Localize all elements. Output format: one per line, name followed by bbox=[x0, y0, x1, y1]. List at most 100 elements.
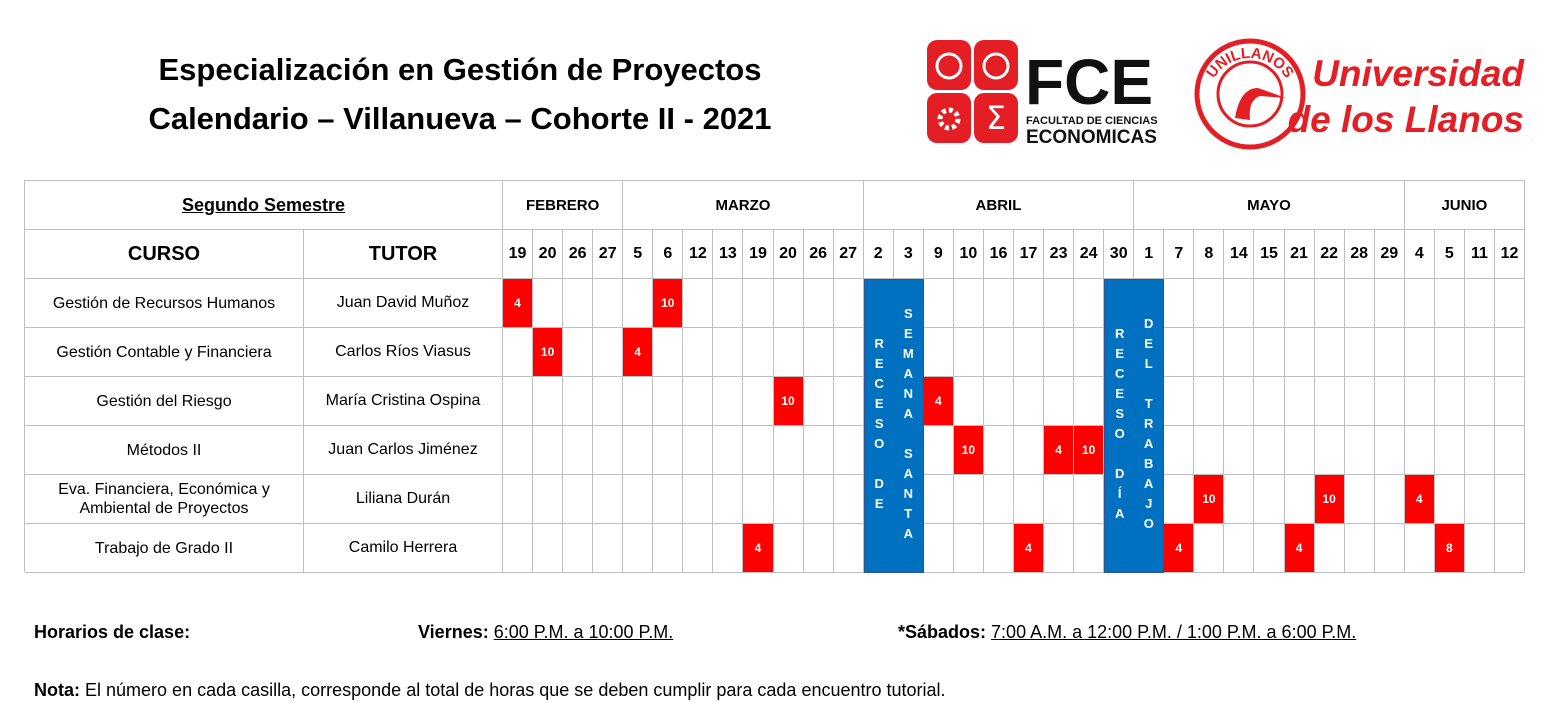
logo-bird bbox=[1235, 88, 1286, 120]
session-cell: 10 bbox=[1074, 426, 1105, 475]
empty-cell bbox=[623, 524, 654, 573]
empty-cell bbox=[1044, 279, 1075, 328]
empty-cell bbox=[1434, 328, 1465, 377]
empty-cell bbox=[1314, 524, 1345, 573]
course-name: Gestión del Riesgo bbox=[25, 377, 304, 426]
empty-cell bbox=[1284, 377, 1315, 426]
empty-cell bbox=[1194, 328, 1225, 377]
empty-cell bbox=[923, 328, 954, 377]
empty-cell bbox=[1044, 377, 1075, 426]
column-header: CURSO bbox=[25, 230, 304, 279]
empty-cell bbox=[1194, 279, 1225, 328]
day-header: 24 bbox=[1074, 230, 1105, 279]
day-header: 28 bbox=[1344, 230, 1375, 279]
empty-cell bbox=[953, 279, 984, 328]
empty-cell bbox=[1044, 475, 1075, 524]
empty-cell bbox=[1194, 377, 1225, 426]
empty-cell bbox=[1224, 328, 1255, 377]
month-header: MARZO bbox=[623, 181, 864, 230]
empty-cell bbox=[1374, 426, 1405, 475]
empty-cell bbox=[1344, 524, 1375, 573]
empty-cell bbox=[983, 377, 1014, 426]
session-cell: 10 bbox=[533, 328, 564, 377]
empty-cell bbox=[1494, 377, 1525, 426]
saturday-label: *Sábados: bbox=[898, 622, 987, 642]
empty-cell bbox=[1344, 328, 1375, 377]
empty-cell bbox=[1014, 475, 1045, 524]
day-header: 20 bbox=[773, 230, 804, 279]
logo-block bbox=[927, 93, 971, 143]
empty-cell bbox=[593, 279, 624, 328]
logo-icon bbox=[937, 107, 961, 131]
title-line: Calendario – Villanueva – Cohorte II - 2… bbox=[148, 101, 772, 136]
empty-cell bbox=[1074, 328, 1105, 377]
month-header: ABRIL bbox=[863, 181, 1135, 230]
empty-cell bbox=[563, 279, 594, 328]
empty-cell bbox=[1404, 426, 1435, 475]
empty-cell bbox=[1434, 426, 1465, 475]
empty-cell bbox=[1494, 426, 1525, 475]
day-header: 2 bbox=[863, 230, 894, 279]
empty-cell bbox=[713, 475, 744, 524]
empty-cell bbox=[1374, 328, 1405, 377]
empty-cell bbox=[983, 279, 1014, 328]
empty-cell bbox=[833, 524, 864, 573]
empty-cell bbox=[563, 524, 594, 573]
empty-cell bbox=[1224, 279, 1255, 328]
empty-cell bbox=[743, 377, 774, 426]
empty-cell bbox=[953, 328, 984, 377]
empty-cell bbox=[743, 426, 774, 475]
empty-cell bbox=[1434, 475, 1465, 524]
month-header: MAYO bbox=[1134, 181, 1405, 230]
empty-cell bbox=[1464, 475, 1495, 524]
session-cell: 4 bbox=[743, 524, 774, 573]
empty-cell bbox=[713, 377, 744, 426]
course-name: Eva. Financiera, Económica y Ambiental d… bbox=[25, 475, 304, 524]
session-cell: 4 bbox=[503, 279, 534, 328]
day-header: 12 bbox=[1494, 230, 1525, 279]
course-name: Trabajo de Grado II bbox=[25, 524, 304, 573]
receso-text: SEMANA SANTA bbox=[900, 306, 916, 546]
column-header: TUTOR bbox=[304, 230, 503, 279]
session-cell: 4 bbox=[923, 377, 954, 426]
empty-cell bbox=[953, 524, 984, 573]
empty-cell bbox=[1404, 279, 1435, 328]
empty-cell bbox=[833, 328, 864, 377]
empty-cell bbox=[1374, 377, 1405, 426]
session-cell: 10 bbox=[773, 377, 804, 426]
empty-cell bbox=[623, 377, 654, 426]
note-text: El número en cada casilla, corresponde a… bbox=[85, 680, 946, 700]
empty-cell bbox=[1374, 524, 1405, 573]
receso-text: RECESO DÍA bbox=[1112, 326, 1128, 526]
empty-cell bbox=[503, 328, 534, 377]
empty-cell bbox=[1014, 279, 1045, 328]
empty-cell bbox=[1404, 524, 1435, 573]
empty-cell bbox=[1314, 328, 1345, 377]
empty-cell bbox=[593, 524, 624, 573]
empty-cell bbox=[1164, 475, 1195, 524]
empty-cell bbox=[1284, 279, 1315, 328]
logo-block bbox=[974, 40, 1018, 90]
empty-cell bbox=[1464, 426, 1495, 475]
session-cell: 4 bbox=[1284, 524, 1315, 573]
day-header: 7 bbox=[1164, 230, 1195, 279]
empty-cell bbox=[563, 377, 594, 426]
empty-cell bbox=[1254, 524, 1285, 573]
empty-cell bbox=[1464, 328, 1495, 377]
empty-cell bbox=[1434, 377, 1465, 426]
empty-cell bbox=[653, 426, 684, 475]
empty-cell bbox=[833, 426, 864, 475]
empty-cell bbox=[1224, 524, 1255, 573]
empty-cell bbox=[533, 426, 564, 475]
fce-logo: Σ FCE FACULTAD DE CIENCIAS ECONOMICAS bbox=[927, 40, 1158, 148]
day-header: 30 bbox=[1104, 230, 1135, 279]
empty-cell bbox=[1224, 377, 1255, 426]
empty-cell bbox=[953, 475, 984, 524]
tutor-name: Liliana Durán bbox=[304, 475, 503, 524]
empty-cell bbox=[1014, 426, 1045, 475]
saturday-hours: 7:00 A.M. a 12:00 P.M. / 1:00 P.M. a 6:0… bbox=[991, 622, 1357, 642]
empty-cell bbox=[623, 475, 654, 524]
empty-cell bbox=[1404, 328, 1435, 377]
empty-cell bbox=[1074, 475, 1105, 524]
day-header: 11 bbox=[1464, 230, 1495, 279]
